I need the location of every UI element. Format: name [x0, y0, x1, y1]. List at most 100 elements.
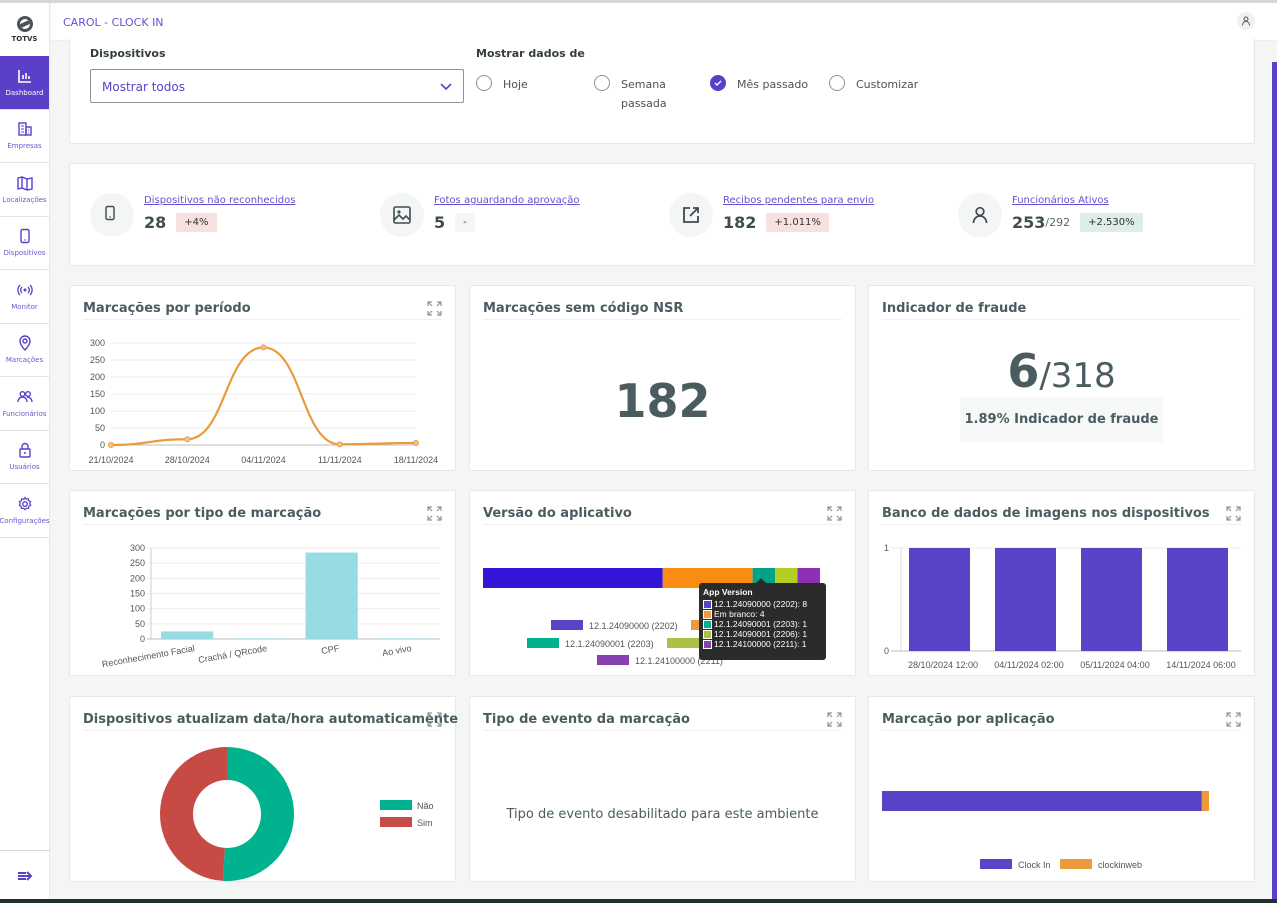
legend-label: Sim: [417, 818, 433, 828]
chevron-down-icon: [440, 83, 452, 91]
page-scrollbar[interactable]: [1272, 62, 1277, 900]
radio-indicator[interactable]: [476, 75, 492, 91]
devices-select[interactable]: Mostrar todos: [90, 69, 464, 103]
kpi-badge: +4%: [176, 213, 217, 232]
expand-icon[interactable]: [1226, 506, 1241, 521]
legend-swatch: [980, 859, 1012, 869]
widget-marcacoes-por-tipo: Marcações por tipo de marcação 0 50 100 150…: [69, 490, 456, 676]
radio-indicator[interactable]: [594, 75, 610, 91]
devices-select-value: Mostrar todos: [102, 80, 185, 94]
kpi-item: Dispositivos não reconhecidos 28 +4%: [90, 193, 295, 239]
sidebar-item-label: Configurações: [0, 516, 50, 525]
kpi-link[interactable]: Dispositivos não reconhecidos: [144, 195, 296, 206]
widget-indicador-de-fraude: Indicador de fraude 6/318 1.89% Indicado…: [868, 285, 1255, 471]
data-point: [260, 344, 267, 351]
widget-title: Banco de dados de imagens nos dispositiv…: [882, 506, 1210, 521]
collapse-sidebar-button[interactable]: [0, 850, 50, 900]
period-radio-2[interactable]: Mês passado: [710, 75, 808, 94]
tooltip-text: 12.1.24100000 (2211): 1: [714, 639, 807, 649]
bar: [909, 548, 970, 651]
y-tick-label: 300: [130, 543, 145, 553]
tooltip-text: Em branco: 4: [714, 609, 765, 619]
tooltip-row: Em branco: 4: [703, 609, 822, 619]
bar-segment: [882, 791, 1202, 811]
totvs-logo-icon: [16, 16, 33, 32]
sidebar-item-dashboard[interactable]: Dashboard: [0, 56, 49, 110]
bar-segment: [483, 568, 663, 588]
sidebar-item-usuarios[interactable]: Usuários: [0, 431, 49, 484]
y-tick-label: 50: [135, 619, 145, 629]
kpi-link[interactable]: Funcionários Ativos: [1012, 195, 1109, 206]
fraud-count: 6/318: [869, 344, 1254, 398]
period-radio-1[interactable]: Semana passada: [594, 75, 671, 113]
y-tick-label: 200: [130, 573, 145, 583]
x-tick-label: 28/10/2024: [165, 455, 210, 465]
tooltip-swatch: [703, 629, 712, 639]
kpi-item: Fotos aguardando aprovação 5 -: [380, 193, 580, 239]
widget-title: Marcações por tipo de marcação: [83, 506, 322, 521]
widget-title: Indicador de fraude: [882, 301, 1027, 316]
radio-label: Semana passada: [621, 78, 667, 110]
data-point: [108, 442, 114, 448]
radio-indicator[interactable]: [829, 75, 845, 91]
kpi-link[interactable]: Fotos aguardando aprovação: [434, 195, 580, 206]
logo[interactable]: TOTVS: [0, 3, 49, 56]
user-avatar-button[interactable]: [1237, 12, 1255, 30]
expand-icon[interactable]: [427, 712, 442, 727]
collapse-arrow-icon: [18, 870, 33, 881]
widget-title: Versão do aplicativo: [483, 506, 632, 521]
sidebar-item-configuracoes[interactable]: Configurações: [0, 484, 50, 538]
sidebar-item-label: Empresas: [7, 142, 42, 151]
sidebar-item-empresas[interactable]: Empresas: [0, 110, 49, 163]
widget-banco-de-imagens: Banco de dados de imagens nos dispositiv…: [868, 490, 1255, 676]
tooltip-text: 12.1.24090001 (2203): 1: [714, 619, 808, 629]
y-tick-label: 0: [140, 634, 145, 644]
expand-icon[interactable]: [827, 506, 842, 521]
tooltip-swatch: [703, 609, 712, 619]
period-radio-0[interactable]: Hoje: [476, 75, 528, 94]
widget-marcacoes-sem-nsr: Marcações sem código NSR 182: [469, 285, 856, 471]
y-tick-label: 100: [130, 604, 145, 614]
x-tick-label: 04/11/2024 02:00: [994, 660, 1063, 670]
bar-chart: 0 1 28/10/2024 12:00 04/11/2024 02:00 05/11/…: [884, 543, 1241, 670]
x-tick-label: 05/11/2024 04:00: [1080, 660, 1149, 670]
sidebar-item-marcacoes[interactable]: Marcações: [0, 324, 49, 377]
kpi-link[interactable]: Recibos pendentes para envio: [723, 195, 875, 206]
sidebar: TOTVS Dashboard Empresas Localizações Di…: [0, 3, 50, 900]
location-pin-icon: [17, 335, 33, 352]
tooltip-row: 12.1.24090001 (2206): 1: [703, 629, 822, 639]
bar: [233, 638, 286, 639]
sidebar-item-monitor[interactable]: Monitor: [0, 270, 49, 324]
series-line: [110, 346, 417, 447]
bar: [377, 638, 430, 639]
fraud-value: 6: [1007, 344, 1040, 398]
kpi-item: Funcionários Ativos 253 /292 +2.530%: [958, 193, 1143, 239]
y-tick-label: 250: [90, 355, 105, 365]
kpi-total: /292: [1045, 216, 1071, 229]
tooltip-row: 12.1.24100000 (2211): 1: [703, 639, 822, 649]
legend-label: 12.1.24100000 (2211): [635, 656, 723, 666]
disabled-message: Tipo de evento desabilitado para este am…: [506, 807, 819, 822]
legend-swatch: [380, 800, 412, 810]
radio-label: Hoje: [503, 78, 528, 91]
legend-swatch: [380, 817, 412, 827]
radio-indicator[interactable]: [710, 75, 726, 91]
period-radio-3[interactable]: Customizar: [829, 75, 918, 94]
image-icon: [380, 193, 424, 237]
sidebar-item-dispositivos[interactable]: Dispositivos: [0, 217, 49, 270]
bar: [305, 552, 358, 639]
sidebar-item-label: Funcionários: [2, 409, 47, 418]
expand-icon[interactable]: [1226, 712, 1241, 727]
expand-icon[interactable]: [427, 301, 442, 316]
chart-tooltip: App Version 12.1.24090000 (2202): 8 Em bra…: [699, 578, 826, 660]
phone-icon: [17, 228, 33, 244]
expand-icon[interactable]: [427, 506, 442, 521]
sidebar-item-funcionarios[interactable]: Funcionários: [0, 377, 49, 431]
y-tick-label: 150: [130, 589, 145, 599]
y-tick-label: 200: [90, 372, 105, 382]
kpi-value: 182: [723, 213, 757, 232]
expand-icon[interactable]: [827, 712, 842, 727]
sidebar-item-localizacoes[interactable]: Localizações: [0, 163, 49, 217]
y-tick-label: 50: [95, 423, 105, 433]
kpi-panel: Dispositivos não reconhecidos 28 +4% Fot…: [69, 163, 1255, 266]
